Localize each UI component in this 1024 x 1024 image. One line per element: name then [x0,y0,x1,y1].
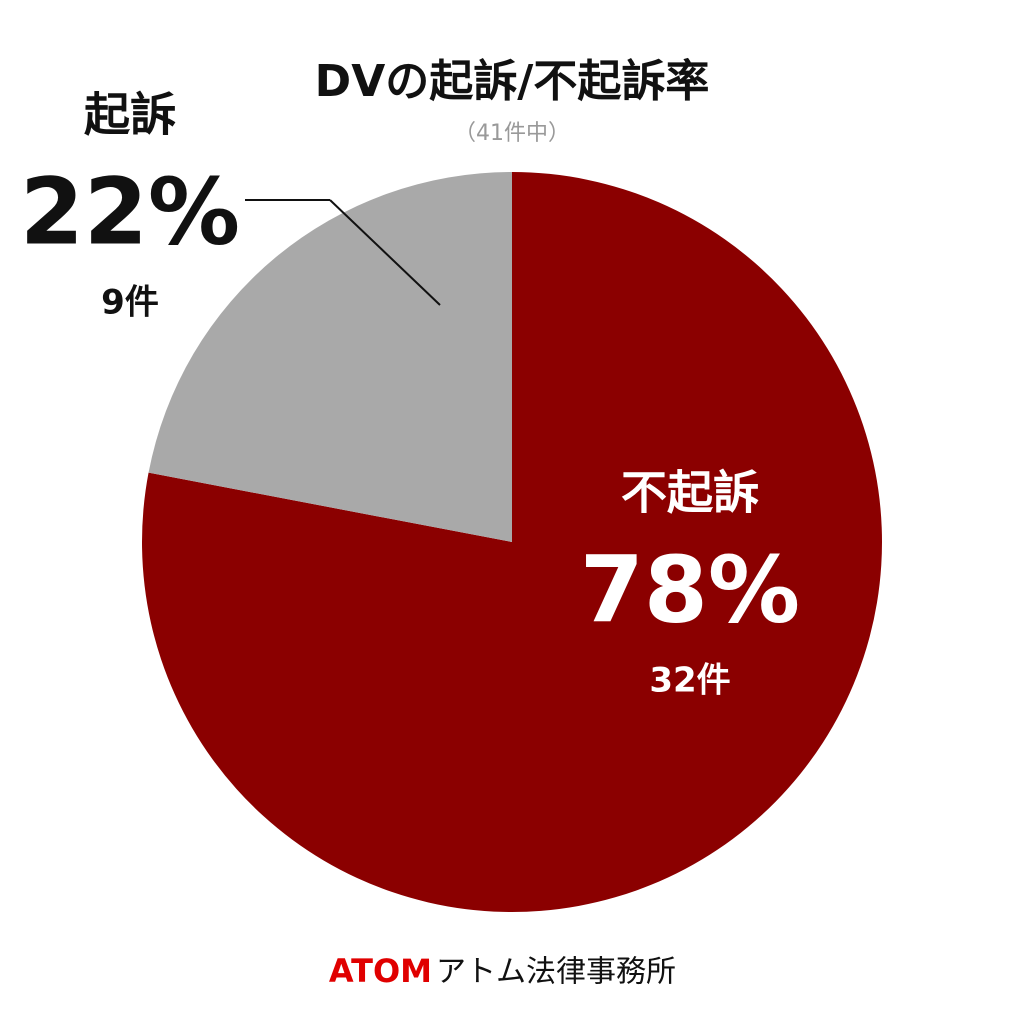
slice-count-label: 9件 [101,283,159,323]
slice-label: 不起訴 [621,466,759,520]
leader-line [329,199,441,306]
pie-slice [148,172,512,542]
slice-value-label: 78% [580,536,800,643]
pie-slice [142,172,883,913]
chart-subtitle: （41件中） [454,121,570,146]
chart-title: DVの起訴/不起訴率 [315,56,710,107]
source: アトム法律事務所 [436,955,676,990]
pie [142,172,883,913]
labels: 不起訴 78% 32件 起訴 22% 9件 [20,88,800,701]
slice-value-label: 22% [20,158,240,265]
brand: ATOM [329,952,432,990]
slice-count-label: 32件 [649,661,730,701]
slice-label: 起訴 [84,88,176,142]
